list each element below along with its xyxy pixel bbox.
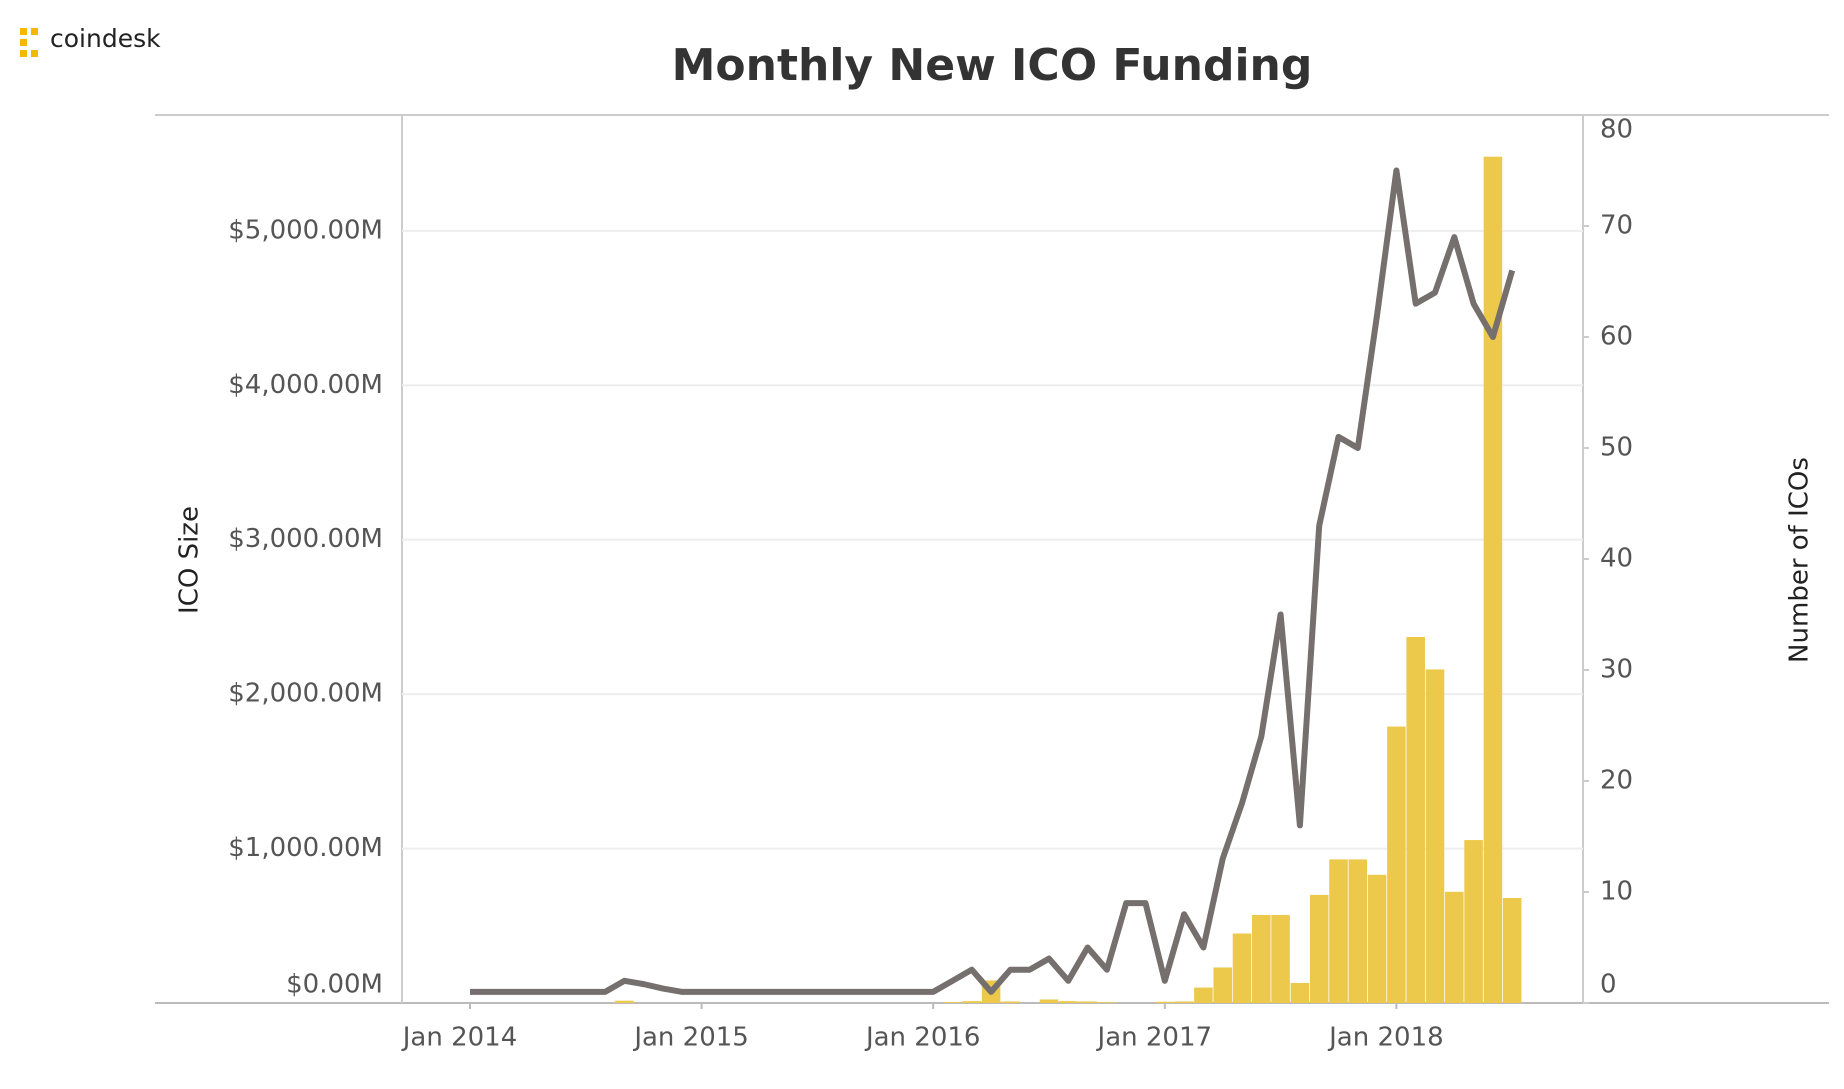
- y-tick-label: $3,000.00M: [228, 524, 383, 554]
- y2-axis-title: Number of ICOs: [1785, 457, 1815, 663]
- x-tick-label: Jan 2017: [1096, 1023, 1213, 1053]
- bar: [1502, 897, 1522, 1003]
- y2-tick-label: 20: [1600, 766, 1633, 796]
- bar: [1213, 967, 1232, 1003]
- bar: [1483, 156, 1503, 1003]
- y2-tick-label: 50: [1600, 433, 1633, 463]
- logo: coindesk: [20, 24, 161, 57]
- y2-tick-label: 60: [1600, 322, 1633, 352]
- bar: [1425, 669, 1445, 1003]
- bar: [1232, 933, 1252, 1003]
- bar: [615, 1000, 634, 1003]
- bar: [1001, 1001, 1020, 1003]
- logo-dot: [31, 28, 38, 35]
- y2-tick-label: 30: [1600, 655, 1633, 685]
- x-tick-label: Jan 2016: [864, 1023, 981, 1053]
- y2-tick-label: 70: [1600, 211, 1633, 241]
- bar: [1039, 999, 1059, 1003]
- y2-tick-label: 0: [1600, 970, 1617, 1000]
- bar: [1367, 874, 1387, 1003]
- x-tick-label: Jan 2014: [401, 1023, 518, 1053]
- x-tick-label: Jan 2018: [1327, 1023, 1444, 1053]
- y2-tick-label: 80: [1600, 115, 1633, 145]
- bar: [1155, 1001, 1175, 1003]
- bar: [1445, 891, 1464, 1003]
- y-tick-label: $2,000.00M: [228, 679, 383, 709]
- bar: [962, 1001, 982, 1003]
- y-tick-label: $0.00M: [286, 970, 383, 1000]
- logo-dot: [20, 39, 27, 46]
- logo-dot: [20, 28, 27, 35]
- line: [470, 167, 1516, 995]
- bar: [1309, 894, 1329, 1003]
- y2-tick-label: 10: [1600, 877, 1633, 907]
- y-tick-label: $4,000.00M: [228, 370, 383, 400]
- bar: [1387, 726, 1406, 1003]
- bar: [1464, 840, 1483, 1003]
- x-tick-label: Jan 2015: [632, 1023, 749, 1053]
- bar: [1097, 1002, 1117, 1003]
- chart-title: Monthly New ICO Funding: [672, 40, 1313, 91]
- bar: [1348, 859, 1368, 1003]
- bar: [1078, 1001, 1097, 1003]
- logo-dot: [20, 50, 27, 57]
- y-tick-label: $5,000.00M: [228, 215, 383, 245]
- y2-tick-label: 40: [1600, 544, 1633, 574]
- brand: coindesk: [50, 24, 161, 53]
- bar: [1059, 1001, 1078, 1003]
- bar: [1329, 859, 1348, 1003]
- bar: [1194, 987, 1213, 1003]
- logo-dot: [31, 50, 38, 57]
- bar: [1252, 914, 1271, 1003]
- bar: [1290, 982, 1310, 1003]
- bar: [1174, 1001, 1194, 1003]
- bar: [943, 1002, 962, 1003]
- bar: [1271, 914, 1290, 1003]
- bar: [1406, 636, 1425, 1003]
- y-tick-label: $1,000.00M: [228, 833, 383, 863]
- y-axis-title: ICO Size: [175, 506, 205, 614]
